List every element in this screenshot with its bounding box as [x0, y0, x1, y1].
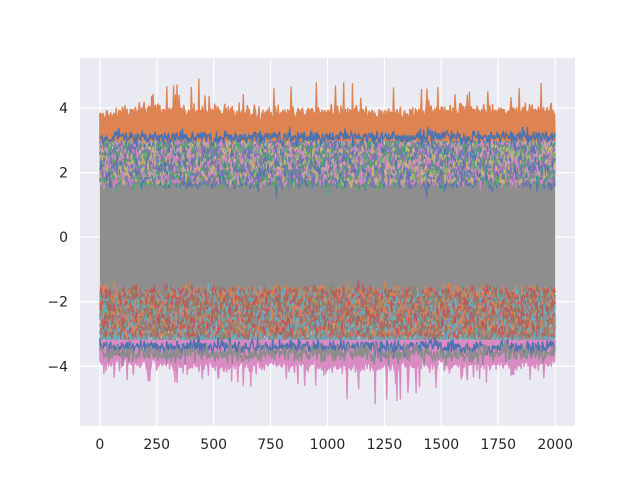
x-axis: 0 250 500 750 1000 1250 1500 1750 2000	[95, 437, 573, 453]
x-tick-label: 2000	[537, 437, 573, 453]
x-tick-label: 250	[143, 437, 170, 453]
series-group	[99, 78, 556, 405]
y-tick-label: 4	[59, 101, 68, 117]
series-line	[99, 340, 556, 367]
x-tick-label: 1250	[367, 437, 403, 453]
series-line	[99, 126, 556, 149]
x-tick-label: 750	[257, 437, 284, 453]
x-tick-label: 1500	[424, 437, 460, 453]
x-tick-label: 1000	[310, 437, 346, 453]
y-tick-label: 0	[59, 230, 68, 246]
series-line	[99, 328, 556, 353]
x-tick-label: 500	[200, 437, 227, 453]
x-tick-label: 0	[95, 437, 104, 453]
y-tick-label: 2	[59, 166, 68, 182]
y-axis: −4 −2 0 2 4	[47, 101, 68, 375]
y-tick-label: −2	[47, 295, 68, 311]
y-tick-label: −4	[47, 359, 68, 375]
x-tick-label: 1750	[480, 437, 516, 453]
series-top-orange	[99, 78, 556, 141]
